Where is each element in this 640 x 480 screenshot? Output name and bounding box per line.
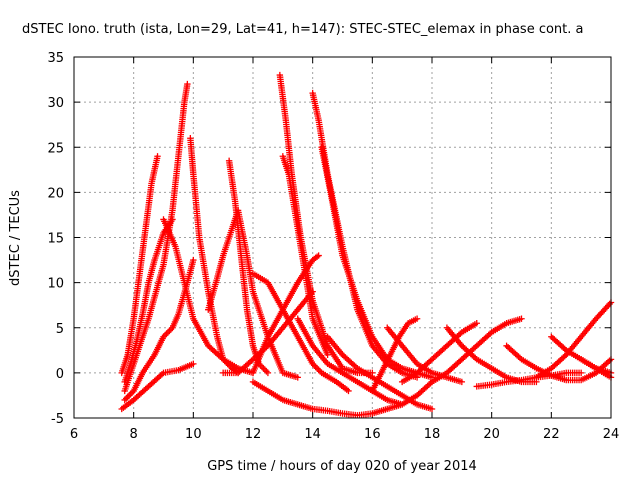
series-marker <box>166 327 173 334</box>
y-tick-labels: -5 0 5 10 15 20 25 30 35 <box>47 51 64 427</box>
x-tick-label: 16 <box>364 427 381 442</box>
y-tick-label: 0 <box>56 367 64 382</box>
y-axis-title: dSTEC / TECUs <box>8 190 23 286</box>
series-marker <box>127 390 134 398</box>
series-5 <box>118 360 197 413</box>
series-marker <box>315 366 322 374</box>
y-tick-label: 35 <box>47 51 64 66</box>
series-27 <box>533 299 615 381</box>
series-marker <box>164 329 172 336</box>
data-point <box>294 374 301 381</box>
data-point <box>458 378 466 386</box>
series-marker <box>163 330 170 337</box>
data-point <box>413 315 421 322</box>
data-point <box>518 315 525 322</box>
series-20 <box>369 315 421 395</box>
y-tick-label: 20 <box>47 186 64 201</box>
data-point <box>473 320 480 327</box>
series-1 <box>118 153 161 377</box>
y-tick-label: 15 <box>47 232 64 247</box>
series-13 <box>276 71 376 377</box>
y-tick-label: 30 <box>47 96 64 111</box>
data-point <box>345 387 352 395</box>
series-marker <box>312 363 319 371</box>
x-tick-label: 20 <box>483 427 500 442</box>
x-tick-label: 10 <box>185 427 202 442</box>
x-tick-label: 6 <box>70 427 78 442</box>
series-marker <box>263 368 270 375</box>
series-marker <box>313 365 321 372</box>
data-layer <box>118 71 615 419</box>
data-point <box>315 252 322 259</box>
series-29 <box>577 356 615 377</box>
series-marker <box>261 366 269 374</box>
data-point <box>190 360 197 368</box>
x-tick-label: 22 <box>543 427 560 442</box>
series-marker <box>125 392 133 399</box>
data-point <box>190 256 197 264</box>
series-marker <box>124 393 131 401</box>
series-23 <box>428 315 525 386</box>
x-tick-label: 14 <box>304 427 321 442</box>
series-9 <box>225 157 272 377</box>
series-4 <box>121 256 197 404</box>
series-3 <box>121 80 191 395</box>
data-point <box>428 405 436 413</box>
series-22 <box>398 320 480 386</box>
series-19 <box>324 333 436 413</box>
grid-layer <box>74 57 611 418</box>
series-14 <box>279 153 331 359</box>
series-18 <box>249 378 436 419</box>
series-marker <box>260 365 267 372</box>
y-tick-label: 10 <box>47 277 64 292</box>
data-point <box>264 369 272 377</box>
plot-frame <box>73 56 612 419</box>
chart-title: dSTEC Iono. truth (ista, Lon=29, Lat=41,… <box>22 22 584 37</box>
series-24 <box>443 324 540 386</box>
x-tick-label: 24 <box>603 427 620 442</box>
x-tick-label: 12 <box>245 427 262 442</box>
y-tick-label: 5 <box>56 322 64 337</box>
x-tick-labels: 6 8 10 12 14 16 18 20 22 24 <box>70 427 619 442</box>
data-point <box>324 351 331 359</box>
series-marker <box>258 363 266 371</box>
series-15 <box>294 315 406 408</box>
series-17 <box>318 144 436 381</box>
data-point <box>154 153 161 160</box>
series-marker <box>606 300 613 308</box>
y-tick-label: 25 <box>47 141 64 156</box>
data-point <box>577 369 585 377</box>
data-point <box>184 80 191 88</box>
x-axis-title: GPS time / hours of day 020 of year 2014 <box>207 459 477 474</box>
x-tick-label: 18 <box>424 427 441 442</box>
x-tick-label: 8 <box>130 427 138 442</box>
y-tick-label: -5 <box>51 412 64 427</box>
